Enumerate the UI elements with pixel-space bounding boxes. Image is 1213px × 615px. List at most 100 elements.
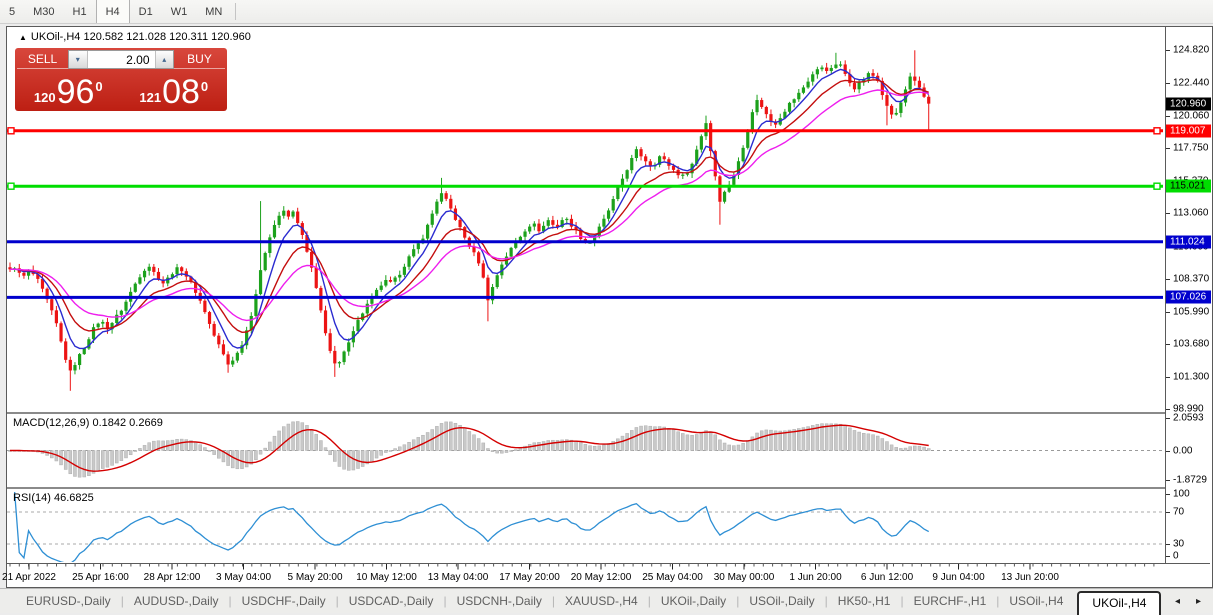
tab-separator: | (824, 594, 828, 608)
chart-title-text: UKOil-,H4 120.582 121.028 120.311 120.96… (30, 31, 251, 43)
collapse-triangle-icon[interactable]: ▲ (19, 33, 27, 42)
macd-axis-tick: 0.00 (1173, 445, 1193, 456)
rsi-canvas (7, 491, 1163, 562)
price-axis-dash (1166, 213, 1170, 215)
tab-eurchf-h1[interactable]: EURCHF-,H1 (913, 594, 987, 608)
price-axis-dash (1166, 116, 1170, 118)
time-axis[interactable]: 21 Apr 2022 25 Apr 16:00 28 Apr 12:00 3 May… (2, 563, 1210, 587)
price-axis-dash (1166, 83, 1170, 85)
chart-title: ▲ UKOil-,H4 120.582 121.028 120.311 120.9… (19, 31, 251, 43)
tab-usoil-daily[interactable]: USOil-,Daily (749, 594, 815, 608)
buy-button[interactable]: BUY (174, 50, 225, 69)
pane-splitter[interactable] (7, 412, 1210, 414)
tab-separator: | (647, 594, 651, 608)
price-axis-tick: 101.300 (1173, 371, 1210, 383)
symbol-tabbar: EURUSD-,Daily | AUDUSD-,Daily | USDCHF-,Dail… (0, 588, 1213, 615)
timeframe-button-h4[interactable]: H4 (95, 0, 130, 23)
price-axis-dash (1166, 148, 1170, 150)
time-axis-label: 28 Apr 12:00 (143, 572, 201, 583)
price-axis-tick: 108.370 (1173, 273, 1210, 285)
volume-decrease-button[interactable]: ▾ (69, 51, 88, 68)
timeframe-button-d1[interactable]: D1 (138, 5, 153, 18)
price-axis-tick: 98.990 (1173, 403, 1204, 415)
tab-usdcad-daily[interactable]: USDCAD-,Daily (348, 594, 434, 608)
tab-audusd-daily[interactable]: AUDUSD-,Daily (133, 594, 219, 608)
time-axis-label: 17 May 20:00 (499, 572, 560, 583)
buy-price-sup: 0 (200, 79, 209, 94)
time-axis-label: 21 Apr 2022 (2, 572, 56, 583)
hline-price-box: 119.007 (1166, 124, 1211, 138)
rsi-axis-dash (1166, 544, 1170, 545)
macd-pane[interactable]: MACD(12,26,9) 0.1842 0.2669 (7, 414, 1163, 487)
price-axis-dash (1166, 311, 1170, 313)
time-axis-label: 25 Apr 16:00 (72, 572, 129, 583)
buy-price-big: 08 (162, 73, 200, 112)
tab-scroll-right-icon[interactable]: ▸ (1195, 595, 1201, 607)
price-pane[interactable]: ▲ UKOil-,H4 120.582 121.028 120.311 120.9… (7, 27, 1163, 412)
sell-price-display[interactable]: 120 96 0 (17, 71, 120, 109)
time-axis-ticks (9, 564, 1155, 570)
time-axis-label: 5 May 20:00 (287, 572, 343, 583)
price-axis-tick: 103.680 (1173, 338, 1210, 350)
rsi-axis-tick: 30 (1173, 538, 1185, 550)
tab-scroll-controls: ◂ ▸ (1167, 589, 1213, 613)
tab-separator: | (996, 594, 1000, 608)
timeframe-button-5[interactable]: 5 (9, 5, 16, 18)
current-price-box: 120.960 (1166, 97, 1211, 111)
tab-separator: | (900, 594, 904, 608)
tab-separator: | (736, 594, 740, 608)
price-chart-canvas[interactable] (7, 27, 1163, 412)
tab-xauusd-h4[interactable]: XAUUSD-,H4 (565, 594, 638, 608)
macd-axis-tick: -1.8729 (1173, 474, 1207, 486)
macd-label: MACD(12,26,9) 0.1842 0.2669 (13, 417, 163, 429)
sell-price-small: 120 (33, 90, 56, 105)
time-axis-label: 30 May 00:00 (713, 572, 775, 583)
price-axis[interactable]: 124.820122.440120.060117.750115.370113.0… (1165, 27, 1212, 563)
tab-ukoil-daily[interactable]: UKOil-,Daily (660, 594, 727, 608)
tab-separator: | (443, 594, 447, 608)
timeframe-button-w1[interactable]: W1 (170, 5, 188, 18)
rsi-label: RSI(14) 46.6825 (13, 492, 94, 504)
price-axis-tick: 122.440 (1173, 77, 1210, 89)
sell-price-sup: 0 (95, 79, 103, 94)
price-axis-tick: 105.990 (1173, 306, 1210, 318)
tab-scroll-left-icon[interactable]: ◂ (1174, 595, 1180, 607)
rsi-axis-tick: 100 (1173, 488, 1190, 500)
tab-usoil-h4[interactable]: USOil-,H4 (1009, 594, 1064, 608)
rsi-pane[interactable]: RSI(14) 46.6825 (7, 489, 1163, 562)
one-click-trade-panel: SELL ▾ ▴ BUY 120 96 0 121 08 0 (15, 48, 227, 111)
price-axis-tick: 124.820 (1173, 44, 1210, 56)
price-axis-dash (1166, 278, 1170, 280)
tab-separator: | (335, 594, 339, 608)
chart-window: ▲ UKOil-,H4 120.582 121.028 120.311 120.9… (2, 26, 1213, 588)
price-axis-dash (1166, 343, 1170, 345)
time-axis-label: 3 May 04:00 (215, 572, 272, 583)
hline-price-box: 111.024 (1166, 235, 1211, 249)
timeframe-toolbar: 5 M30 H1 H4 D1 W1 MN (0, 0, 1213, 24)
volume-increase-button[interactable]: ▴ (154, 51, 173, 68)
rsi-axis-dash (1166, 512, 1170, 513)
macd-canvas (7, 421, 1163, 478)
buy-price-display[interactable]: 121 08 0 (123, 71, 226, 109)
price-axis-tick: 120.060 (1173, 110, 1210, 122)
volume-input[interactable] (87, 51, 155, 68)
rsi-axis-tick: 0 (1173, 550, 1179, 562)
tab-hk50-h1[interactable]: HK50-,H1 (837, 594, 891, 608)
pane-splitter[interactable] (7, 487, 1210, 489)
time-axis-label: 9 Jun 04:00 (932, 572, 985, 583)
sell-button[interactable]: SELL (17, 50, 68, 69)
time-axis-label: 13 Jun 20:00 (1001, 572, 1059, 583)
sell-price-big: 96 (56, 73, 95, 112)
timeframe-button-m30[interactable]: M30 (33, 5, 55, 18)
tab-usdchf-daily[interactable]: USDCHF-,Daily (241, 594, 326, 608)
timeframe-button-h1[interactable]: H1 (72, 5, 87, 18)
tab-separator: | (120, 594, 124, 608)
tab-ukoil-h4[interactable]: UKOil-,H4 (1077, 591, 1162, 615)
timeframe-button-mn[interactable]: MN (205, 5, 223, 18)
macd-axis-dash (1166, 450, 1170, 452)
time-axis-label: 20 May 12:00 (570, 572, 632, 583)
tab-eurusd-daily[interactable]: EURUSD-,Daily (26, 594, 111, 608)
tab-usdcnh-daily[interactable]: USDCNH-,Daily (456, 594, 542, 608)
time-axis-label: 6 Jun 12:00 (860, 572, 914, 583)
hline-price-box: 115.021 (1166, 179, 1211, 193)
